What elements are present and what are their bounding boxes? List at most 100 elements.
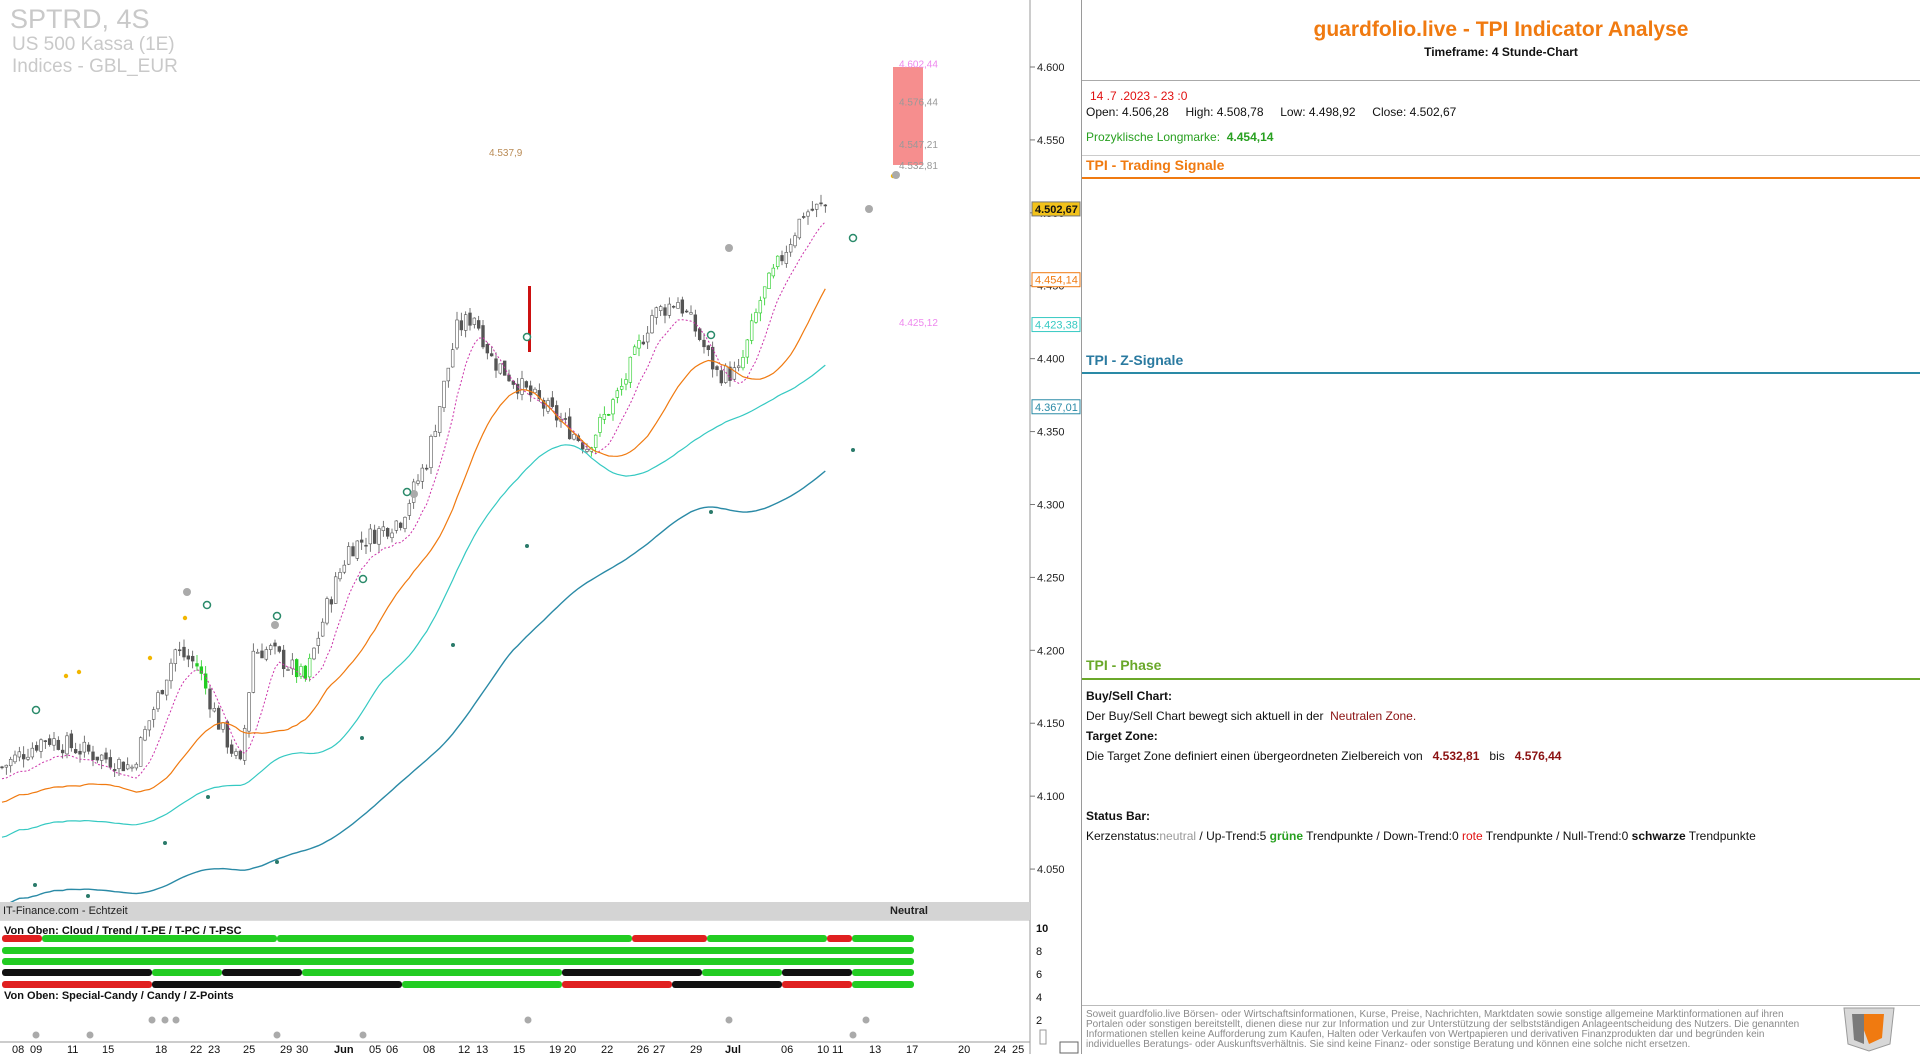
- signal-dot: [865, 205, 873, 213]
- current-price-label: 4.502,67: [1035, 204, 1078, 216]
- candle-body: [34, 745, 39, 751]
- date-tick-label: Jun: [334, 1044, 354, 1054]
- special-candy-dot: [86, 1031, 94, 1039]
- candle-body: [819, 202, 823, 205]
- candle-body: [403, 516, 407, 529]
- candle-body: [507, 374, 511, 382]
- status-bar-segment: [827, 935, 852, 942]
- candle-body: [95, 756, 100, 761]
- section-trading-signals: TPI - Trading Signale: [1086, 157, 1225, 173]
- z-point-dot: [33, 883, 37, 887]
- candle-body: [684, 310, 689, 313]
- candle-body: [563, 418, 568, 420]
- section-z-signals: TPI - Z-Signale: [1086, 352, 1184, 368]
- target-zone-box: [893, 67, 923, 165]
- z-point-dot: [525, 544, 529, 548]
- candle-body: [498, 363, 503, 374]
- candle-body: [264, 649, 269, 660]
- signal-dot: [271, 621, 279, 629]
- special-candy-dot: [32, 1031, 40, 1039]
- candle-body: [624, 379, 628, 385]
- candle-body: [524, 381, 529, 388]
- candle-body: [216, 707, 221, 730]
- candle-body: [385, 528, 390, 537]
- candle-body: [650, 315, 654, 334]
- candle-body: [377, 528, 381, 545]
- candle-body: [814, 203, 819, 210]
- candle-body: [208, 688, 212, 710]
- status-bar-segment: [2, 935, 42, 942]
- symbol-title: SPTRD, 4S: [10, 4, 150, 34]
- z-point-dot: [360, 736, 364, 740]
- status-bar-segment: [152, 969, 222, 976]
- guardfolio-logo-icon: [1843, 1007, 1895, 1052]
- status-bar-segment: [2, 947, 914, 954]
- candle-body: [697, 328, 702, 340]
- candle-body: [658, 306, 663, 311]
- candle-body: [611, 399, 615, 415]
- candle-body: [554, 405, 559, 421]
- line-price-tag: [1031, 399, 1081, 415]
- signal-ring: [31, 705, 41, 715]
- date-tick-label: 15: [102, 1044, 114, 1054]
- candle-body: [294, 659, 299, 678]
- status-bar-segment: [2, 981, 152, 988]
- candle-body: [69, 733, 74, 749]
- candle-body: [585, 449, 589, 452]
- candle-body: [52, 738, 56, 746]
- candle-body: [104, 752, 108, 760]
- candle-body: [398, 522, 403, 528]
- candle-body: [437, 406, 442, 433]
- symbol-category: Indices - GBL_EUR: [12, 56, 178, 77]
- source-bar: IT-Finance.com - Echtzeit Neutral: [0, 902, 1030, 920]
- status-bar-segment: [402, 981, 562, 988]
- candle-body: [424, 467, 429, 470]
- status-bar-segment: [672, 981, 782, 988]
- signal-dot: [725, 244, 733, 252]
- candle-body: [459, 320, 464, 331]
- candle-body: [476, 320, 481, 329]
- slow-ma-line: [1, 470, 826, 907]
- price-tick-label: 4.100: [1037, 791, 1065, 803]
- candle-body: [238, 750, 243, 760]
- candle-body: [446, 367, 451, 382]
- candle-body: [381, 526, 386, 531]
- candle-body: [134, 763, 139, 769]
- candle-body: [125, 764, 130, 770]
- special-candy-dot: [849, 1031, 857, 1039]
- candle-body: [741, 357, 745, 369]
- status-bar-segment: [782, 969, 852, 976]
- analysis-panel: guardfolio.live - TPI Indicator Analyse …: [1082, 0, 1920, 1054]
- candle-body: [533, 388, 537, 394]
- candle-body: [394, 520, 399, 531]
- line-price-label: 4.423,38: [1035, 320, 1078, 332]
- candle-body: [277, 646, 282, 652]
- candle-body: [203, 673, 208, 689]
- date-tick-label: 25: [1012, 1044, 1024, 1054]
- scroll-icon: [1039, 1029, 1047, 1045]
- candle-body: [316, 637, 321, 646]
- date-tick-label: 08: [12, 1044, 24, 1054]
- date-tick-label: 13: [476, 1044, 488, 1054]
- z-point-dot: [206, 795, 210, 799]
- candle-body: [182, 646, 186, 658]
- buysell-heading: Buy/Sell Chart:: [1086, 689, 1173, 703]
- price-tick-label: 4.600: [1037, 62, 1065, 74]
- candle-body: [580, 442, 585, 450]
- candle-body: [177, 649, 182, 652]
- candle-body: [86, 744, 91, 752]
- candle-body: [312, 647, 316, 660]
- candle-body: [325, 598, 329, 624]
- status-bar-segment: [152, 981, 402, 988]
- price-chart[interactable]: 4.6004.5504.5004.4504.4004.3504.3004.250…: [0, 0, 1082, 1054]
- candle-body: [702, 339, 706, 348]
- date-tick-label: 17: [906, 1044, 918, 1054]
- candle-body: [307, 657, 312, 678]
- candle-body: [39, 739, 43, 752]
- special-candy-dot: [273, 1031, 281, 1039]
- status-scale-label: 8: [1036, 946, 1042, 958]
- signal-ring: [848, 233, 858, 243]
- candle-body: [273, 642, 277, 647]
- candle-body: [728, 366, 732, 381]
- chart-panel[interactable]: 4.6004.5504.5004.4504.4004.3504.3004.250…: [0, 0, 1082, 1054]
